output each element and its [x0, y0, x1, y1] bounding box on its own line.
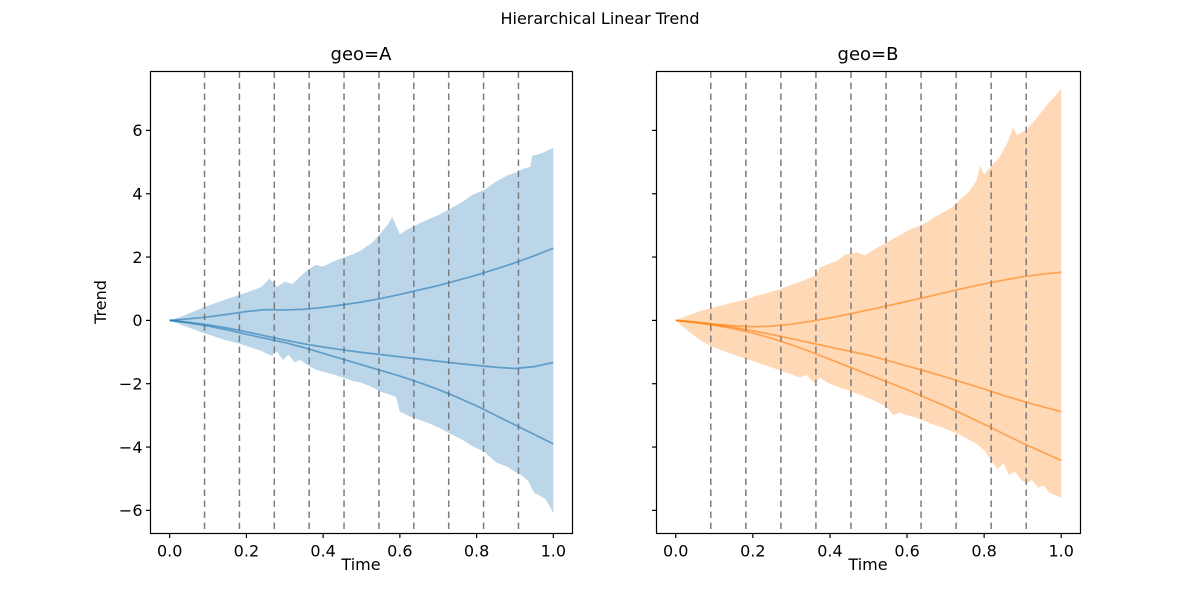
axes-frame	[655, 70, 1082, 535]
trend-line-3	[169, 319, 554, 445]
y-tick-label: 4	[132, 185, 142, 204]
y-tick-label: −4	[119, 438, 143, 457]
x-tick-label: 1.0	[541, 542, 566, 561]
x-tick-label: 0.2	[234, 542, 259, 561]
y-tick-label: −6	[119, 501, 143, 520]
x-tick-label: 0.4	[310, 542, 335, 561]
subplot-geo=A: 0.0 0.2 0.4 0.6 0.8 1.0 −6 −4 −2 0 2 4 6	[119, 70, 574, 561]
x-tick-label: 0.0	[663, 542, 688, 561]
x-tick-label: 0.8	[971, 542, 996, 561]
x-tick-label: 0.4	[817, 542, 842, 561]
x-tick-label: 0.0	[157, 542, 182, 561]
x-tick-label: 1.0	[1049, 542, 1074, 561]
subplot-title-geo-a: geo=A	[330, 44, 392, 65]
trend-line-2	[675, 319, 1062, 413]
x-axis-label-geo-b: Time	[848, 555, 888, 574]
y-tick-label: 6	[132, 121, 142, 140]
trend-line-2	[169, 319, 554, 370]
x-tick-label: 0.6	[894, 542, 919, 561]
y-tick-label: −2	[119, 375, 143, 394]
y-tick-label: 0	[132, 311, 142, 330]
figure-title: Hierarchical Linear Trend	[500, 9, 700, 28]
trend-line-1	[169, 247, 554, 322]
x-tick-label: 0.6	[387, 542, 412, 561]
x-tick-label: 0.8	[464, 542, 489, 561]
axes-frame	[149, 70, 574, 535]
uncertainty-band	[169, 147, 554, 513]
x-tick-label: 0.2	[740, 542, 765, 561]
trend-line-1	[675, 271, 1062, 328]
trend-line-3	[675, 319, 1062, 462]
x-axis-label-geo-a: Time	[341, 555, 381, 574]
y-tick-label: 2	[132, 248, 142, 267]
subplot-title-geo-b: geo=B	[837, 44, 899, 65]
subplot-geo=B: 0.0 0.2 0.4 0.6 0.8 1.0	[652, 70, 1082, 561]
uncertainty-band	[675, 89, 1062, 498]
